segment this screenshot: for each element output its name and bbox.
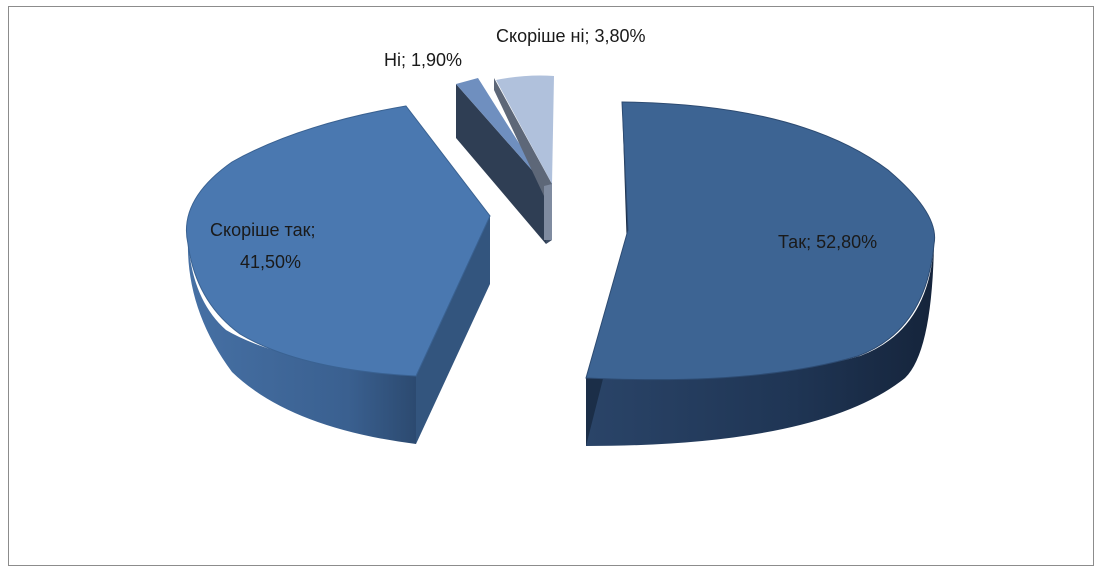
data-label-skorishe-ni: Скоріше ні; 3,80% [496,26,646,46]
slice-tak[interactable] [585,101,936,446]
data-label-ni: Ні; 1,90% [384,50,462,70]
slice-skorishe-ni-side [494,78,552,240]
slice-skorishe-ni-edge [544,184,552,240]
slice-skorishe-ni[interactable] [494,75,554,241]
slice-skorishe-tak-cut-side [416,216,490,444]
slice-skorishe-tak-top [185,105,491,377]
slice-skorishe-tak[interactable] [185,105,491,444]
slice-tak-side [586,242,934,446]
slice-skorishe-tak-side [187,240,416,444]
data-label-tak: Так; 52,80% [778,232,877,252]
data-label-skorishe-tak-line2: 41,50% [240,252,301,272]
slice-skorishe-ni-top [496,75,554,184]
data-label-skorishe-tak-line1: Скоріше так; [210,220,315,240]
slice-ni-top [456,78,546,186]
slice-tak-top [585,101,936,381]
slice-ni-side [456,84,546,244]
